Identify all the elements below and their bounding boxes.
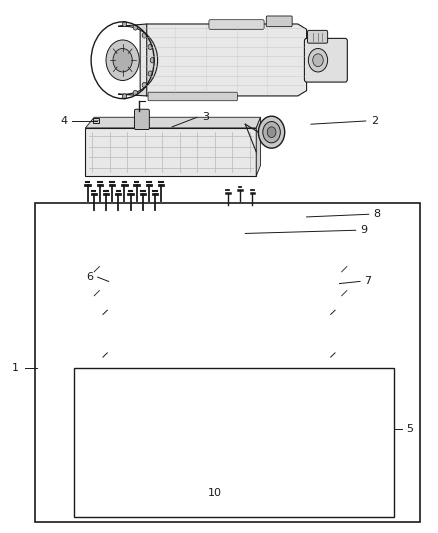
Text: 5: 5: [406, 424, 413, 434]
Polygon shape: [94, 272, 342, 296]
FancyBboxPatch shape: [148, 92, 237, 101]
Text: 2: 2: [371, 116, 378, 126]
Circle shape: [211, 324, 223, 339]
Polygon shape: [85, 117, 261, 128]
Polygon shape: [107, 310, 335, 353]
Polygon shape: [99, 266, 347, 290]
Text: 1: 1: [12, 363, 19, 373]
Circle shape: [113, 49, 132, 72]
FancyBboxPatch shape: [134, 109, 149, 130]
Bar: [85, 128, 256, 176]
Circle shape: [214, 328, 219, 335]
Circle shape: [114, 338, 120, 344]
Circle shape: [258, 116, 285, 148]
Circle shape: [267, 127, 276, 138]
Polygon shape: [256, 117, 261, 176]
Circle shape: [133, 25, 138, 30]
Circle shape: [323, 319, 328, 325]
Bar: [108, 277, 338, 280]
FancyBboxPatch shape: [266, 16, 292, 27]
Circle shape: [308, 49, 328, 72]
Circle shape: [142, 83, 147, 88]
Polygon shape: [140, 24, 307, 96]
Circle shape: [323, 338, 328, 344]
Circle shape: [122, 94, 127, 99]
Circle shape: [148, 44, 152, 50]
Circle shape: [206, 319, 227, 344]
Circle shape: [114, 319, 120, 325]
Polygon shape: [103, 314, 331, 357]
Text: 9: 9: [360, 225, 367, 235]
Bar: [74, 368, 394, 517]
Circle shape: [313, 54, 323, 67]
FancyBboxPatch shape: [307, 30, 328, 43]
Text: 10: 10: [208, 488, 222, 498]
FancyBboxPatch shape: [209, 20, 264, 29]
Circle shape: [133, 91, 138, 96]
Circle shape: [263, 122, 280, 143]
Text: 4: 4: [60, 116, 67, 126]
Polygon shape: [118, 24, 158, 96]
FancyBboxPatch shape: [304, 38, 347, 82]
Bar: [93, 118, 99, 123]
Circle shape: [142, 33, 147, 38]
Text: 8: 8: [373, 209, 380, 219]
Circle shape: [106, 40, 139, 80]
Circle shape: [148, 71, 152, 76]
Circle shape: [122, 21, 127, 27]
Bar: [35, 203, 420, 522]
Text: 7: 7: [364, 277, 371, 286]
Text: 3: 3: [202, 112, 209, 122]
Text: 6: 6: [86, 272, 93, 282]
Circle shape: [104, 270, 108, 274]
Circle shape: [102, 267, 110, 277]
Circle shape: [150, 58, 155, 63]
